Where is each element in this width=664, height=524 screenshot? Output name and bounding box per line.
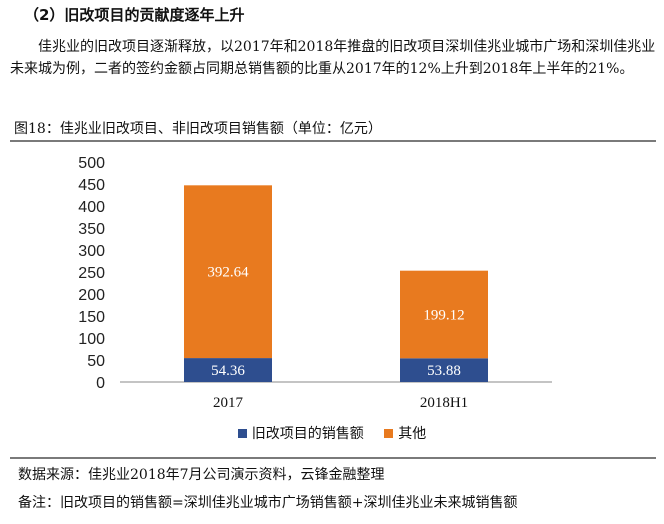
figure-top-rule: [10, 140, 656, 142]
legend-item-other: 其他: [384, 423, 426, 443]
y-tick-label: 0: [96, 375, 105, 392]
figure-title: 图18：佳兆业旧改项目、非旧改项目销售额（单位：亿元）: [14, 121, 382, 137]
body-paragraph: 佳兆业的旧改项目逐渐释放，以2017年和2018年推盘的旧改项目深圳佳兆业城市广…: [10, 39, 656, 77]
data-label: 54.36: [211, 363, 245, 379]
bar-segment: [400, 358, 488, 382]
stacked-bar-chart: 0 50 100 150 200 250 300 350 400 450 500 54.36 392.6…: [78, 155, 552, 411]
x-tick-label: 2017: [213, 395, 244, 411]
legend-label-other: 其他: [398, 426, 427, 442]
legend-swatch-renovation: [237, 428, 247, 438]
y-tick-label: 50: [87, 353, 105, 370]
legend-item-renovation: 旧改项目的销售额: [237, 423, 364, 443]
bar-segment: [184, 185, 272, 359]
legend-swatch-other: [384, 428, 394, 438]
bar-segment: [400, 270, 488, 359]
section-heading: （2）旧改项目的贡献度逐年上升: [24, 6, 245, 24]
y-tick-label: 150: [78, 309, 105, 326]
y-tick-label: 350: [78, 221, 105, 238]
chart-legend: 旧改项目的销售额 其他: [0, 423, 664, 443]
source-note: 数据来源：佳兆业2018年7月公司演示资料，云锋金融整理: [18, 467, 385, 483]
remark-note: 备注：旧改项目的销售额=深圳佳兆业城市广场销售额+深圳佳兆业未来城销售额: [18, 495, 518, 511]
y-tick-label: 250: [78, 265, 105, 282]
figure-bottom-rule: [10, 457, 656, 459]
y-tick-label: 450: [78, 177, 105, 194]
legend-label-renovation: 旧改项目的销售额: [251, 426, 364, 442]
data-label: 392.64: [207, 265, 249, 281]
bar-segment: [184, 358, 272, 382]
data-label: 53.88: [427, 363, 461, 379]
y-tick-label: 400: [78, 199, 105, 216]
y-tick-label: 300: [78, 243, 105, 260]
x-tick-label: 2018H1: [420, 395, 468, 411]
y-tick-label: 100: [78, 331, 105, 348]
y-tick-label: 500: [78, 155, 105, 172]
y-tick-label: 200: [78, 287, 105, 304]
data-label: 199.12: [423, 307, 464, 323]
